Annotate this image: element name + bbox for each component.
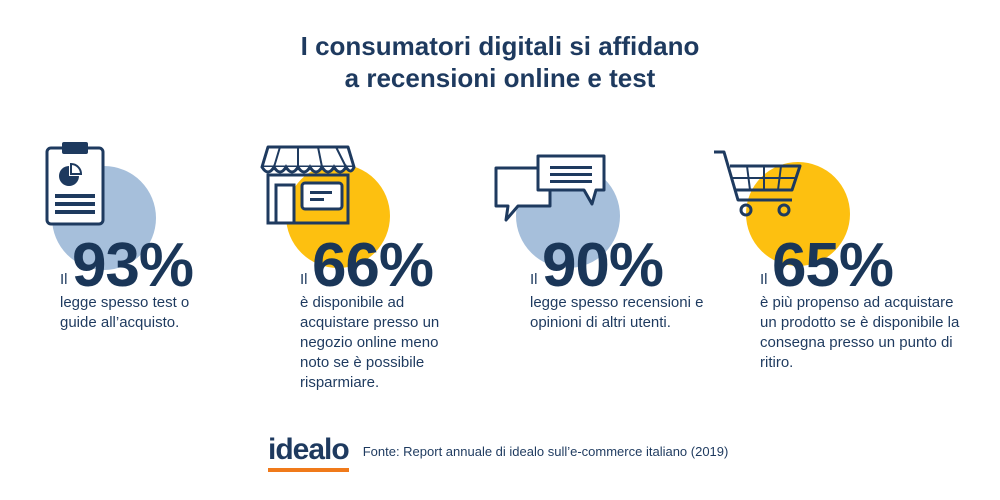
footer: idealo Fonte: Report annuale di idealo s… <box>268 433 729 472</box>
stat-card-3: Il 90% legge spesso recensioni e opinion… <box>494 140 770 410</box>
chat-bubbles-icon <box>494 154 606 222</box>
stat-card-2: Il 66% è disponibile ad acquistare press… <box>260 140 540 410</box>
stat-percent: 93% <box>71 231 194 300</box>
page-title: I consumatori digitali si affidano a rec… <box>0 30 1000 94</box>
stat-line: Il 93% <box>60 235 194 297</box>
circle-decoration <box>286 164 390 268</box>
shopping-cart-icon <box>714 150 802 217</box>
stat-prefix: Il <box>530 271 538 288</box>
stat-percent: 66% <box>311 231 434 300</box>
stat-description: è più propenso ad acquistare un prodotto… <box>760 294 960 371</box>
stat-description: legge spesso recensioni e opinioni di al… <box>530 294 704 331</box>
stat-description: è disponibile ad acquistare presso un ne… <box>300 294 440 391</box>
storefront-icon <box>260 145 356 225</box>
title-line-1: I consumatori digitali si affidano <box>300 31 700 61</box>
stat-percent: 90% <box>541 231 664 300</box>
title-line-2: a recensioni online e test <box>344 63 656 93</box>
stat-line: Il 65% <box>760 235 894 297</box>
stat-card-1: Il 93% legge spesso test o guide all’acq… <box>45 140 300 410</box>
stat-line: Il 66% <box>300 235 434 297</box>
stat-percent: 65% <box>771 231 894 300</box>
stat-prefix: Il <box>300 271 308 288</box>
stat-prefix: Il <box>760 271 768 288</box>
clipboard-chart-icon <box>45 142 105 226</box>
stat-line: Il 90% <box>530 235 664 297</box>
stat-description: legge spesso test o guide all’acquisto. <box>60 294 190 331</box>
source-note: Fonte: Report annuale di idealo sull’e-c… <box>362 443 729 459</box>
stat-card-4: Il 65% è più propenso ad acquistare un p… <box>714 140 1000 410</box>
stat-prefix: Il <box>60 271 68 288</box>
idealo-logo: idealo <box>268 433 350 472</box>
